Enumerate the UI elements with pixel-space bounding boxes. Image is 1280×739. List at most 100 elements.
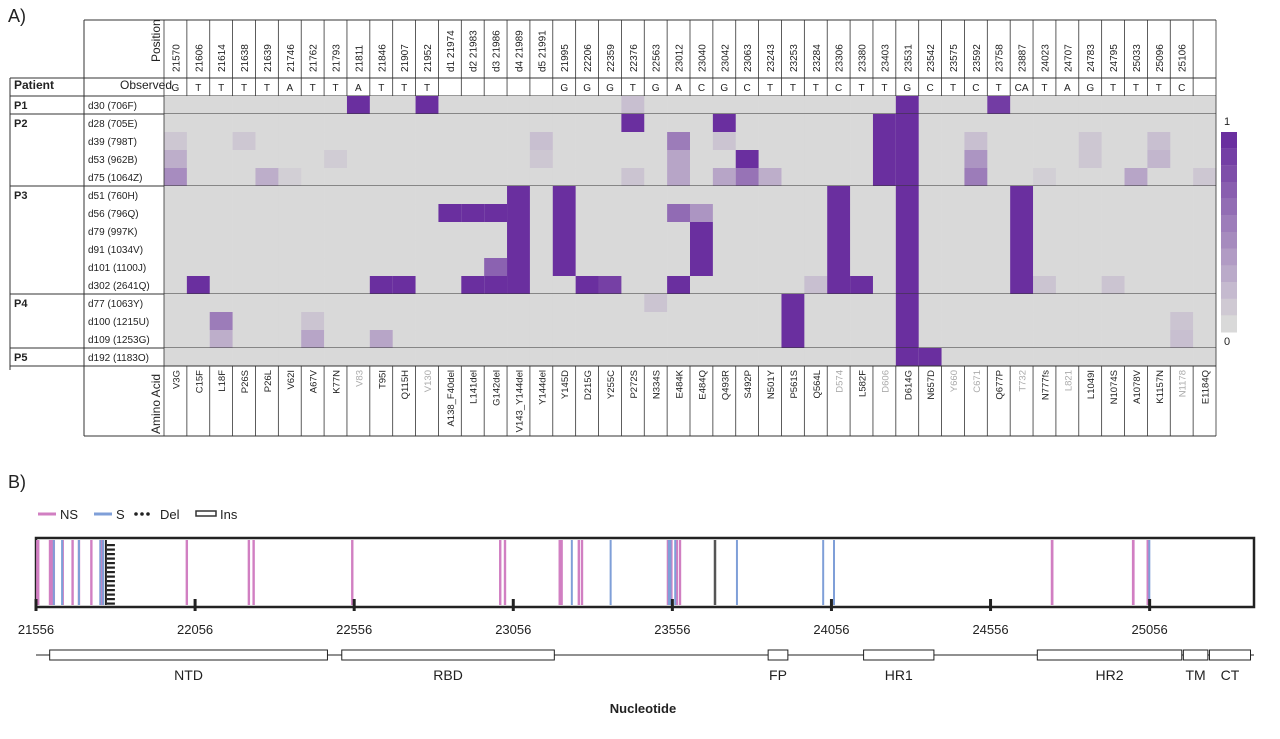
domain-box (341, 649, 555, 661)
heatmap-cell (1170, 312, 1194, 331)
heatmap-cell (392, 222, 416, 241)
position-tick-label: d1 21974 (446, 30, 457, 72)
heatmap-value-cell (621, 168, 645, 187)
heatmap-cell (232, 258, 256, 277)
amino-acid-tick-label: D614G (903, 370, 914, 400)
heatmap-cell (827, 168, 851, 187)
heatmap-value-cell (552, 204, 576, 223)
heatmap-cell (186, 168, 211, 187)
heatmap-cell (987, 330, 1011, 349)
heatmap-cell (346, 240, 371, 259)
heatmap-cell (552, 168, 576, 187)
heatmap-value-cell (1147, 132, 1171, 151)
panel-a-label: A) (8, 6, 26, 26)
heatmap-cell (690, 348, 714, 367)
observed-base-label: T (858, 83, 864, 94)
heatmap-cell (758, 186, 782, 205)
amino-acid-tick-label: Q677P (995, 370, 1006, 400)
heatmap-cell (278, 96, 302, 115)
heatmap-cell (164, 132, 188, 151)
heatmap-cell (324, 222, 348, 241)
heatmap-cell (758, 168, 782, 187)
heatmap-cell (1193, 258, 1217, 277)
heatmap-value-cell (827, 204, 851, 223)
heatmap-cell (1170, 258, 1194, 277)
heatmap-cell (301, 96, 325, 115)
heatmap-value-cell (507, 204, 531, 223)
heatmap-cell (758, 222, 782, 241)
legend-ns-label: NS (60, 507, 78, 522)
heatmap-cell (621, 294, 645, 313)
heatmap-cell (690, 276, 714, 295)
heatmap-value-cell (964, 168, 988, 187)
amino-acid-tick-label: N501Y (766, 369, 777, 399)
heatmap-cell (346, 348, 371, 367)
observed-base-label: C (972, 83, 979, 94)
heatmap-cell (804, 204, 828, 223)
heatmap-cell (1101, 330, 1125, 349)
heatmap-cell (484, 114, 508, 133)
heatmap-value-cell (484, 204, 508, 223)
position-tick-label: 23531 (903, 44, 914, 72)
heatmap-cell (1101, 348, 1125, 367)
heatmap-value-cell (872, 132, 897, 151)
heatmap-cell (1124, 222, 1148, 241)
heatmap-value-cell (735, 150, 759, 169)
heatmap-cell (1101, 186, 1125, 205)
heatmap-cell (918, 330, 942, 349)
heatmap-value-cell (712, 132, 737, 151)
heatmap-cell (164, 186, 188, 205)
heatmap-cell (369, 168, 393, 187)
amino-acid-tick-label: Q115H (400, 370, 411, 400)
heatmap-cell (1124, 312, 1148, 331)
heatmap-cell (712, 168, 737, 187)
heatmap-cell (415, 132, 439, 151)
domain-label: TM (1186, 667, 1206, 683)
heatmap-cell (1033, 240, 1057, 259)
heatmap-cell (461, 132, 485, 151)
heatmap-cell (758, 330, 782, 349)
legend: NS S Del Ins (38, 507, 238, 522)
heatmap-value-cell (1010, 222, 1034, 241)
heatmap-cell (690, 96, 714, 115)
position-tick-label: 22563 (652, 44, 663, 72)
heatmap-cell (507, 114, 531, 133)
heatmap-cell (1124, 294, 1148, 313)
amino-acid-tick-label: Y660 (949, 370, 960, 392)
heatmap-value-cell (781, 312, 805, 331)
heatmap-value-cell (827, 222, 851, 241)
observed-base-label: T (241, 83, 247, 94)
heatmap-cell (1170, 276, 1194, 295)
heatmap-value-cell (827, 240, 851, 259)
colorbar-step (1221, 215, 1237, 233)
heatmap-value-cell (255, 168, 279, 187)
heatmap-cell (346, 150, 371, 169)
heatmap-cell (346, 114, 371, 133)
heatmap-cell (232, 114, 256, 133)
position-tick-label: d4 21989 (514, 30, 525, 72)
heatmap-cell (1055, 168, 1080, 187)
heatmap-cell (1124, 330, 1148, 349)
observed-base-label: T (195, 83, 201, 94)
heatmap-cell (1147, 330, 1171, 349)
heatmap-cell (1193, 330, 1217, 349)
heatmap-cell (621, 186, 645, 205)
axis-tick-label: 24556 (972, 622, 1008, 637)
patient-label: P2 (14, 118, 27, 130)
heatmap-cell (232, 222, 256, 241)
heatmap-cell (850, 204, 874, 223)
amino-acid-tick-label: Y255C (606, 370, 617, 399)
colorbar-step (1221, 282, 1237, 300)
heatmap-value-cell (918, 348, 942, 367)
heatmap-cell (758, 258, 782, 277)
heatmap-cell (484, 348, 508, 367)
heatmap-value-cell (232, 132, 256, 151)
heatmap-cell (552, 312, 576, 331)
heatmap-cell (1078, 150, 1102, 169)
heatmap-cell (644, 348, 668, 367)
heatmap-cell (964, 330, 988, 349)
amino-acid-tick-label: C671 (972, 370, 983, 393)
heatmap-value-cell (552, 240, 576, 259)
heatmap-cell (964, 348, 988, 367)
heatmap-cell (1124, 132, 1148, 151)
